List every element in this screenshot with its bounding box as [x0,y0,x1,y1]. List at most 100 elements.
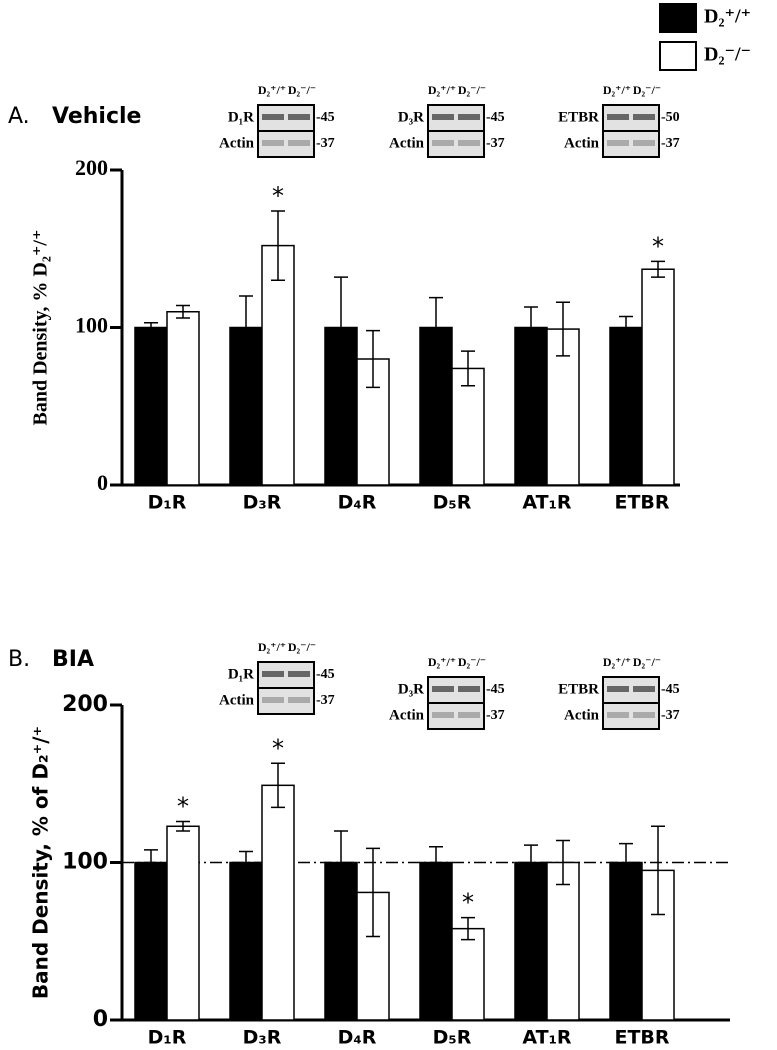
y-tick-label: 0 [97,470,108,495]
significance-marker: * [177,793,189,821]
band-label: ETBR [558,109,599,125]
y-tick-label: 200 [75,155,108,180]
blot-band [288,140,310,146]
bar [514,861,548,1021]
error-bar [144,322,158,333]
x-tick-label: D₃R [243,492,282,514]
bar [451,927,485,1021]
error-bar [429,846,443,879]
lane-label: D₂⁻/⁻ [633,83,661,97]
lane-label: D₂⁻/⁻ [288,83,316,97]
size-label: -37 [316,136,335,151]
error-bar [176,304,190,319]
x-tick-label: D₃R [243,1027,282,1049]
legend-swatch [659,41,697,71]
bar [451,367,485,486]
x-tick-label: D₅R [433,492,472,514]
lane-label: D₂⁻/⁻ [288,640,316,654]
blot-band [432,712,454,718]
significance-marker: * [462,889,474,917]
error-bar [619,842,633,883]
band-label: Actin [564,135,600,151]
blot-band [288,697,310,703]
blot-band [633,114,655,120]
error-bar [556,301,570,357]
blot-band [458,686,480,692]
error-bar [366,329,380,389]
blot-band [432,140,454,146]
y-tick-label: 0 [93,1007,108,1032]
size-label: -37 [661,708,680,723]
band-label: ETBR [558,681,599,697]
bar [641,268,675,486]
blot-band [262,671,284,677]
lane-label: D₂⁺/⁺ [258,83,286,97]
size-label: -37 [486,136,505,151]
band-label: Actin [389,135,425,151]
legend-label: D₂⁻/⁻ [704,44,751,66]
error-bar [461,916,475,941]
blot-band [262,697,284,703]
y-tick-label: 100 [75,313,108,338]
y-axis-label: Band Density, % D₂⁺/⁺ [30,229,52,425]
blot-band [607,114,629,120]
error-bar [366,847,380,938]
bar [609,861,643,1021]
x-tick-label: ETBR [614,1027,669,1049]
blot-band [262,114,284,120]
significance-marker: * [652,232,664,260]
x-tick-label: D₁R [148,1027,187,1049]
size-label: -45 [486,682,505,697]
bar [166,825,200,1021]
size-label: -50 [661,110,680,125]
error-bar [176,820,190,832]
lane-label: D₂⁺/⁺ [428,655,456,669]
bar [134,861,168,1021]
bar [609,326,643,486]
legend-label: D₂⁺/⁺ [704,6,751,28]
lane-label: D₂⁻/⁻ [458,83,486,97]
band-label: D₃R [398,681,424,697]
size-label: -45 [661,682,680,697]
band-label: D₁R [228,666,254,682]
blot-band [607,686,629,692]
band-label: Actin [219,692,255,708]
band-label: D₃R [398,109,424,125]
error-bar [239,850,253,875]
x-tick-label: AT₁R [522,1027,572,1049]
blot-band [633,686,655,692]
size-label: -37 [316,693,335,708]
blot-band [432,114,454,120]
significance-marker: * [272,734,284,762]
lane-label: D₂⁺/⁺ [428,83,456,97]
size-label: -37 [661,136,680,151]
band-label: D₁R [228,109,254,125]
error-bar [144,849,158,876]
error-bar [556,839,570,886]
band-label: Actin [219,135,255,151]
x-tick-label: D₄R [338,492,377,514]
error-bar [239,295,253,360]
blot-band [458,140,480,146]
error-bar [524,844,538,881]
y-tick-label: 100 [62,850,108,875]
bar [166,311,200,486]
blot-band [607,140,629,146]
error-bar [271,762,285,809]
size-label: -45 [486,110,505,125]
error-bar [461,350,475,387]
blot-band [288,114,310,120]
bar [229,861,263,1021]
significance-marker: * [272,182,284,210]
error-bar [651,260,665,278]
x-tick-label: AT₁R [522,492,572,514]
bar [261,784,295,1021]
bar [546,861,580,1021]
lane-label: D₂⁺/⁺ [258,640,286,654]
bar [134,326,168,486]
size-label: -37 [486,708,505,723]
x-tick-label: D₁R [148,492,187,514]
size-label: -45 [316,667,335,682]
blot-band [432,686,454,692]
error-bar [429,296,443,359]
